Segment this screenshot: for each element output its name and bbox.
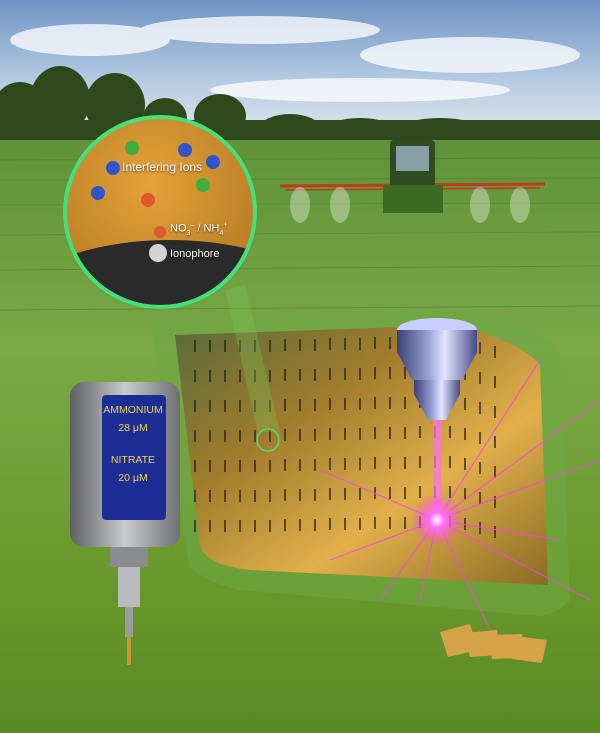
tractor-sprayer-icon	[279, 140, 546, 223]
clouds	[10, 16, 580, 102]
laser-nozzle-icon	[397, 318, 477, 420]
laser-beams	[319, 359, 600, 651]
ions-separator: / NH	[194, 222, 220, 235]
meter-nitrate-label: NITRATE	[110, 454, 156, 466]
meter-ammonium-value: 28 μM	[118, 422, 148, 434]
ion-sphere-icon	[91, 141, 220, 262]
inset-title: Interfering Ions	[122, 160, 203, 174]
nitrate-symbol: NO	[170, 222, 187, 235]
zoom-connector	[225, 285, 280, 432]
nitrate-subscript: 3	[186, 229, 191, 237]
handheld-meter-icon	[70, 382, 180, 665]
nitrate-charge: –	[190, 222, 195, 229]
ions-label: NO3– / NH4+	[170, 222, 227, 237]
sensor-strips	[440, 624, 547, 663]
tree-line	[0, 66, 600, 145]
meter-screen: AMMONIUM 28 μM NITRATE 20 μM	[103, 397, 163, 517]
zoom-marker	[256, 428, 280, 452]
ammonium-charge: +	[223, 222, 228, 229]
sensor-sheet	[150, 308, 570, 616]
laser-column	[433, 410, 441, 522]
meter-ammonium-label: AMMONIUM	[103, 404, 163, 416]
ionophore-label: Ionophore	[170, 248, 220, 260]
meter-nitrate-value: 20 μM	[118, 472, 148, 484]
ammonium-subscript: 4	[219, 229, 224, 237]
laser-glow	[411, 494, 463, 546]
